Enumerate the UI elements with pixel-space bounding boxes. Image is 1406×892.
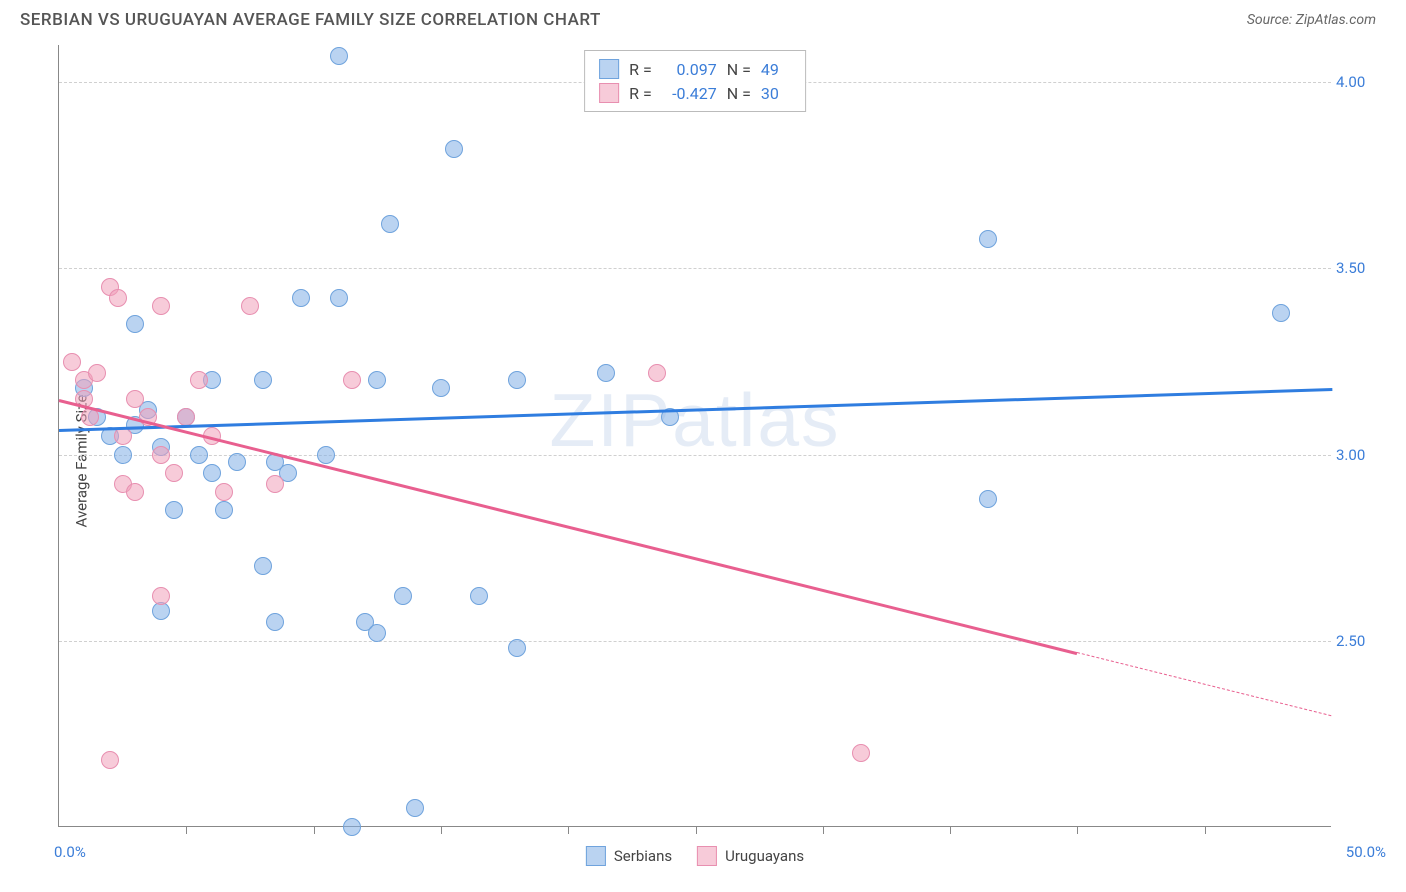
gridline xyxy=(59,268,1331,269)
r-label: R = xyxy=(629,84,652,103)
data-point xyxy=(203,464,221,482)
x-axis-max-label: 50.0% xyxy=(1346,843,1386,861)
data-point xyxy=(343,818,361,836)
data-point xyxy=(979,490,997,508)
data-point xyxy=(852,744,870,762)
data-point xyxy=(126,315,144,333)
data-point xyxy=(470,587,488,605)
data-point xyxy=(215,501,233,519)
data-point xyxy=(368,371,386,389)
chart-container: Average Family Size ZIPatlas R =0.097N =… xyxy=(20,45,1391,877)
data-point xyxy=(109,289,127,307)
data-point xyxy=(152,587,170,605)
r-label: R = xyxy=(629,60,652,79)
x-tick xyxy=(441,826,442,834)
data-point xyxy=(165,501,183,519)
x-tick xyxy=(950,826,951,834)
watermark: ZIPatlas xyxy=(549,377,840,463)
x-tick xyxy=(1077,826,1078,834)
data-point xyxy=(432,379,450,397)
correlation-legend: R = 0.097 N = 49 R = -0.427 N = 30 xyxy=(584,50,806,112)
data-point xyxy=(343,371,361,389)
data-point xyxy=(445,140,463,158)
y-tick-label: 3.00 xyxy=(1336,446,1386,464)
data-point xyxy=(126,483,144,501)
legend-item: Uruguayans xyxy=(697,846,804,866)
data-point xyxy=(254,557,272,575)
legend-label: Uruguayans xyxy=(725,847,804,865)
data-point xyxy=(101,751,119,769)
data-point xyxy=(330,47,348,65)
data-point xyxy=(254,371,272,389)
r-value: -0.427 xyxy=(662,84,717,103)
data-point xyxy=(597,364,615,382)
data-point xyxy=(648,364,666,382)
data-point xyxy=(292,289,310,307)
chart-title: SERBIAN VS URUGUAYAN AVERAGE FAMILY SIZE… xyxy=(20,10,601,30)
data-point xyxy=(152,297,170,315)
x-tick xyxy=(696,826,697,834)
n-value: 30 xyxy=(761,84,791,103)
data-point xyxy=(81,408,99,426)
data-point xyxy=(394,587,412,605)
legend-swatch xyxy=(586,846,606,866)
y-tick-label: 4.00 xyxy=(1336,73,1386,91)
y-tick-label: 2.50 xyxy=(1336,632,1386,650)
n-value: 49 xyxy=(761,60,791,79)
gridline xyxy=(59,641,1331,642)
data-point xyxy=(63,353,81,371)
data-point xyxy=(508,371,526,389)
data-point xyxy=(152,446,170,464)
data-point xyxy=(190,446,208,464)
data-point xyxy=(241,297,259,315)
legend-row: R = -0.427 N = 30 xyxy=(599,81,791,105)
data-point xyxy=(266,475,284,493)
legend-swatch xyxy=(599,83,619,103)
data-point xyxy=(88,364,106,382)
series-legend: Serbians Uruguayans xyxy=(586,846,804,866)
legend-swatch xyxy=(599,59,619,79)
x-tick xyxy=(1205,826,1206,834)
trend-line xyxy=(1077,652,1332,716)
x-tick xyxy=(823,826,824,834)
data-point xyxy=(508,639,526,657)
x-axis-min-label: 0.0% xyxy=(54,843,86,861)
x-tick xyxy=(568,826,569,834)
data-point xyxy=(406,799,424,817)
n-label: N = xyxy=(727,60,751,79)
source-credit: Source: ZipAtlas.com xyxy=(1247,12,1376,28)
y-tick-label: 3.50 xyxy=(1336,259,1386,277)
trend-line xyxy=(59,399,1078,655)
data-point xyxy=(381,215,399,233)
x-tick xyxy=(186,826,187,834)
r-value: 0.097 xyxy=(662,60,717,79)
plot-area: ZIPatlas R =0.097N =49R =-0.427N =30 Ser… xyxy=(58,45,1331,827)
n-label: N = xyxy=(727,84,751,103)
data-point xyxy=(228,453,246,471)
data-point xyxy=(114,427,132,445)
data-point xyxy=(114,446,132,464)
data-point xyxy=(1272,304,1290,322)
data-point xyxy=(330,289,348,307)
data-point xyxy=(190,371,208,389)
legend-label: Serbians xyxy=(614,847,672,865)
data-point xyxy=(368,624,386,642)
data-point xyxy=(317,446,335,464)
legend-row: R = 0.097 N = 49 xyxy=(599,57,791,81)
legend-item: Serbians xyxy=(586,846,672,866)
legend-swatch xyxy=(697,846,717,866)
data-point xyxy=(979,230,997,248)
trend-line xyxy=(59,388,1332,431)
data-point xyxy=(165,464,183,482)
data-point xyxy=(266,613,284,631)
data-point xyxy=(126,390,144,408)
gridline xyxy=(59,455,1331,456)
x-tick xyxy=(314,826,315,834)
data-point xyxy=(215,483,233,501)
